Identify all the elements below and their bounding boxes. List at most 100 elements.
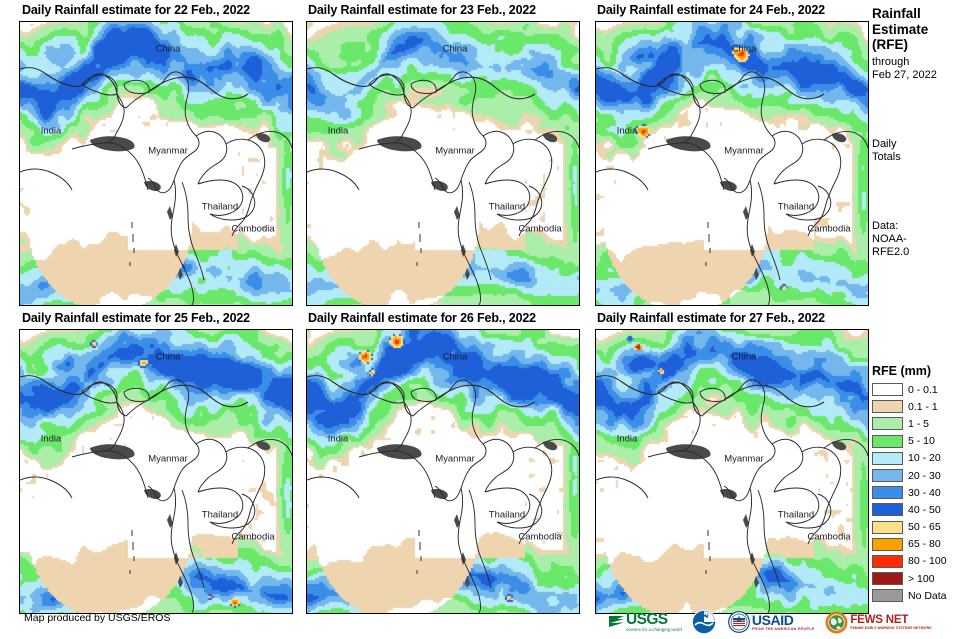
- country-borders: [596, 22, 868, 305]
- legend-label: No Data: [908, 589, 947, 602]
- legend-swatch: [872, 503, 903, 517]
- country-borders: [307, 22, 579, 305]
- legend-label: 65 - 80: [908, 538, 941, 551]
- country-label-cambodia: Cambodia: [231, 223, 275, 235]
- info-data-line1: Data:: [872, 219, 899, 232]
- panel-feb26: Daily Rainfall estimate for 26 Feb., 202…: [308, 311, 536, 326]
- map-feb27[interactable]: China India Myanmar Thailand Cambodia: [595, 329, 869, 614]
- country-label-thailand: Thailand: [201, 201, 239, 213]
- usaid-logo[interactable]: USAID FROM THE AMERICAN PEOPLE: [727, 607, 815, 637]
- legend-label: 80 - 100: [908, 555, 947, 568]
- panel-feb23: Daily Rainfall estimate for 23 Feb., 202…: [308, 3, 536, 18]
- country-label-thailand: Thailand: [201, 509, 239, 521]
- usgs-mark-icon: [609, 616, 624, 627]
- country-label-china: China: [442, 43, 468, 55]
- usgs-wordmark: USGS: [626, 611, 668, 628]
- country-label-india: India: [40, 125, 62, 137]
- rainfall-raster: [307, 22, 579, 305]
- legend-item: 0.1 - 1: [872, 398, 967, 415]
- legend-swatch: [872, 451, 903, 465]
- legend-title: RFE (mm): [872, 364, 932, 378]
- country-label-india: India: [40, 433, 62, 445]
- info-column: Rainfall Estimate (RFE) through Feb 27, …: [872, 6, 967, 259]
- legend-item: No Data: [872, 587, 967, 604]
- legend-label: 0 - 0.1: [908, 383, 938, 396]
- country-label-cambodia: Cambodia: [518, 223, 562, 235]
- panel-feb27: Daily Rainfall estimate for 27 Feb., 202…: [597, 311, 825, 326]
- country-label-thailand: Thailand: [777, 509, 815, 521]
- country-label-thailand: Thailand: [488, 509, 526, 521]
- legend-label: 40 - 50: [908, 503, 941, 516]
- panel-title: Daily Rainfall estimate for 26 Feb., 202…: [308, 311, 536, 325]
- country-label-cambodia: Cambodia: [807, 531, 851, 543]
- legend-swatch: [872, 383, 903, 397]
- legend-swatch: [872, 486, 903, 500]
- info-totals-line2: Totals: [872, 150, 901, 163]
- country-label-china: China: [731, 43, 757, 55]
- legend-swatch: [872, 554, 903, 568]
- legend-label: 10 - 20: [908, 452, 941, 465]
- country-label-myanmar: Myanmar: [435, 145, 475, 157]
- country-label-myanmar: Myanmar: [724, 453, 764, 465]
- country-label-thailand: Thailand: [777, 201, 815, 213]
- country-label-thailand: Thailand: [488, 201, 526, 213]
- map-feb26[interactable]: China India Myanmar Thailand Cambodia: [306, 329, 580, 614]
- legend-label: 0.1 - 1: [908, 400, 938, 413]
- legend-swatch: [872, 417, 903, 431]
- info-through-line2: Feb 27, 2022: [872, 68, 937, 81]
- legend-item: 40 - 50: [872, 501, 967, 518]
- country-borders: [20, 330, 292, 613]
- country-label-india: India: [616, 433, 638, 445]
- legend-item: 10 - 20: [872, 450, 967, 467]
- info-data-line2: NOAA-: [872, 232, 907, 245]
- panel-feb22: Daily Rainfall estimate for 22 Feb., 202…: [22, 3, 250, 18]
- map-feb25[interactable]: China India Myanmar Thailand Cambodia: [19, 329, 293, 614]
- country-label-china: China: [731, 351, 757, 363]
- rainfall-raster: [20, 330, 292, 613]
- legend-swatch: [872, 400, 903, 414]
- fews-wordmark: FEWS NET: [850, 613, 909, 626]
- country-label-cambodia: Cambodia: [518, 531, 562, 543]
- panel-title: Daily Rainfall estimate for 25 Feb., 202…: [22, 311, 250, 325]
- map-feb22[interactable]: China India Myanmar Thailand Cambodia: [19, 21, 293, 306]
- legend-item: 30 - 40: [872, 484, 967, 501]
- rainfall-raster: [307, 330, 579, 613]
- country-borders: [307, 330, 579, 613]
- country-label-china: China: [155, 351, 181, 363]
- fews-net-logo[interactable]: FEWS NET FAMINE EARLY WARNING SYSTEMS NE…: [825, 607, 932, 637]
- legend-swatch: [872, 520, 903, 534]
- panel-title: Daily Rainfall estimate for 23 Feb., 202…: [308, 3, 536, 17]
- usgs-tagline: science for a changing world: [626, 627, 682, 632]
- country-label-china: China: [442, 351, 468, 363]
- legend-label: 50 - 65: [908, 521, 941, 534]
- legend-swatch: [872, 434, 903, 448]
- legend-item: 1 - 5: [872, 415, 967, 432]
- legend-item: 20 - 30: [872, 467, 967, 484]
- country-borders: [20, 22, 292, 305]
- info-totals-line1: Daily: [872, 137, 897, 150]
- legend-rows: 0 - 0.1 0.1 - 1 1 - 5 5 - 10 10 - 20 20 - 30 3…: [872, 381, 967, 604]
- fews-globe-icon: [825, 611, 848, 633]
- legend-swatch: [872, 537, 903, 551]
- legend-item: 65 - 80: [872, 536, 967, 553]
- info-title-line3: (RFE): [872, 37, 908, 52]
- info-title-line1: Rainfall: [872, 6, 921, 21]
- map-feb24[interactable]: China India Myanmar Thailand Cambodia: [595, 21, 869, 306]
- legend-label: 5 - 10: [908, 435, 935, 448]
- info-title-line2: Estimate: [872, 21, 929, 37]
- panel-feb25: Daily Rainfall estimate for 25 Feb., 202…: [22, 311, 250, 326]
- panel-title: Daily Rainfall estimate for 22 Feb., 202…: [22, 3, 250, 17]
- noaa-logo[interactable]: NOAA: [691, 607, 717, 637]
- usgs-logo[interactable]: USGS science for a changing world: [608, 607, 682, 637]
- rainfall-raster: [596, 22, 868, 305]
- legend-swatch: [872, 572, 903, 586]
- noaa-seal-icon: NOAA: [691, 609, 717, 635]
- country-label-myanmar: Myanmar: [148, 145, 188, 157]
- legend-item: 5 - 10: [872, 433, 967, 450]
- country-label-myanmar: Myanmar: [724, 145, 764, 157]
- country-label-india: India: [327, 433, 349, 445]
- legend-item: 0 - 0.1: [872, 381, 967, 398]
- map-feb23[interactable]: China India Myanmar Thailand Cambodia: [306, 21, 580, 306]
- usaid-tagline: FROM THE AMERICAN PEOPLE: [751, 626, 815, 631]
- country-label-cambodia: Cambodia: [807, 223, 851, 235]
